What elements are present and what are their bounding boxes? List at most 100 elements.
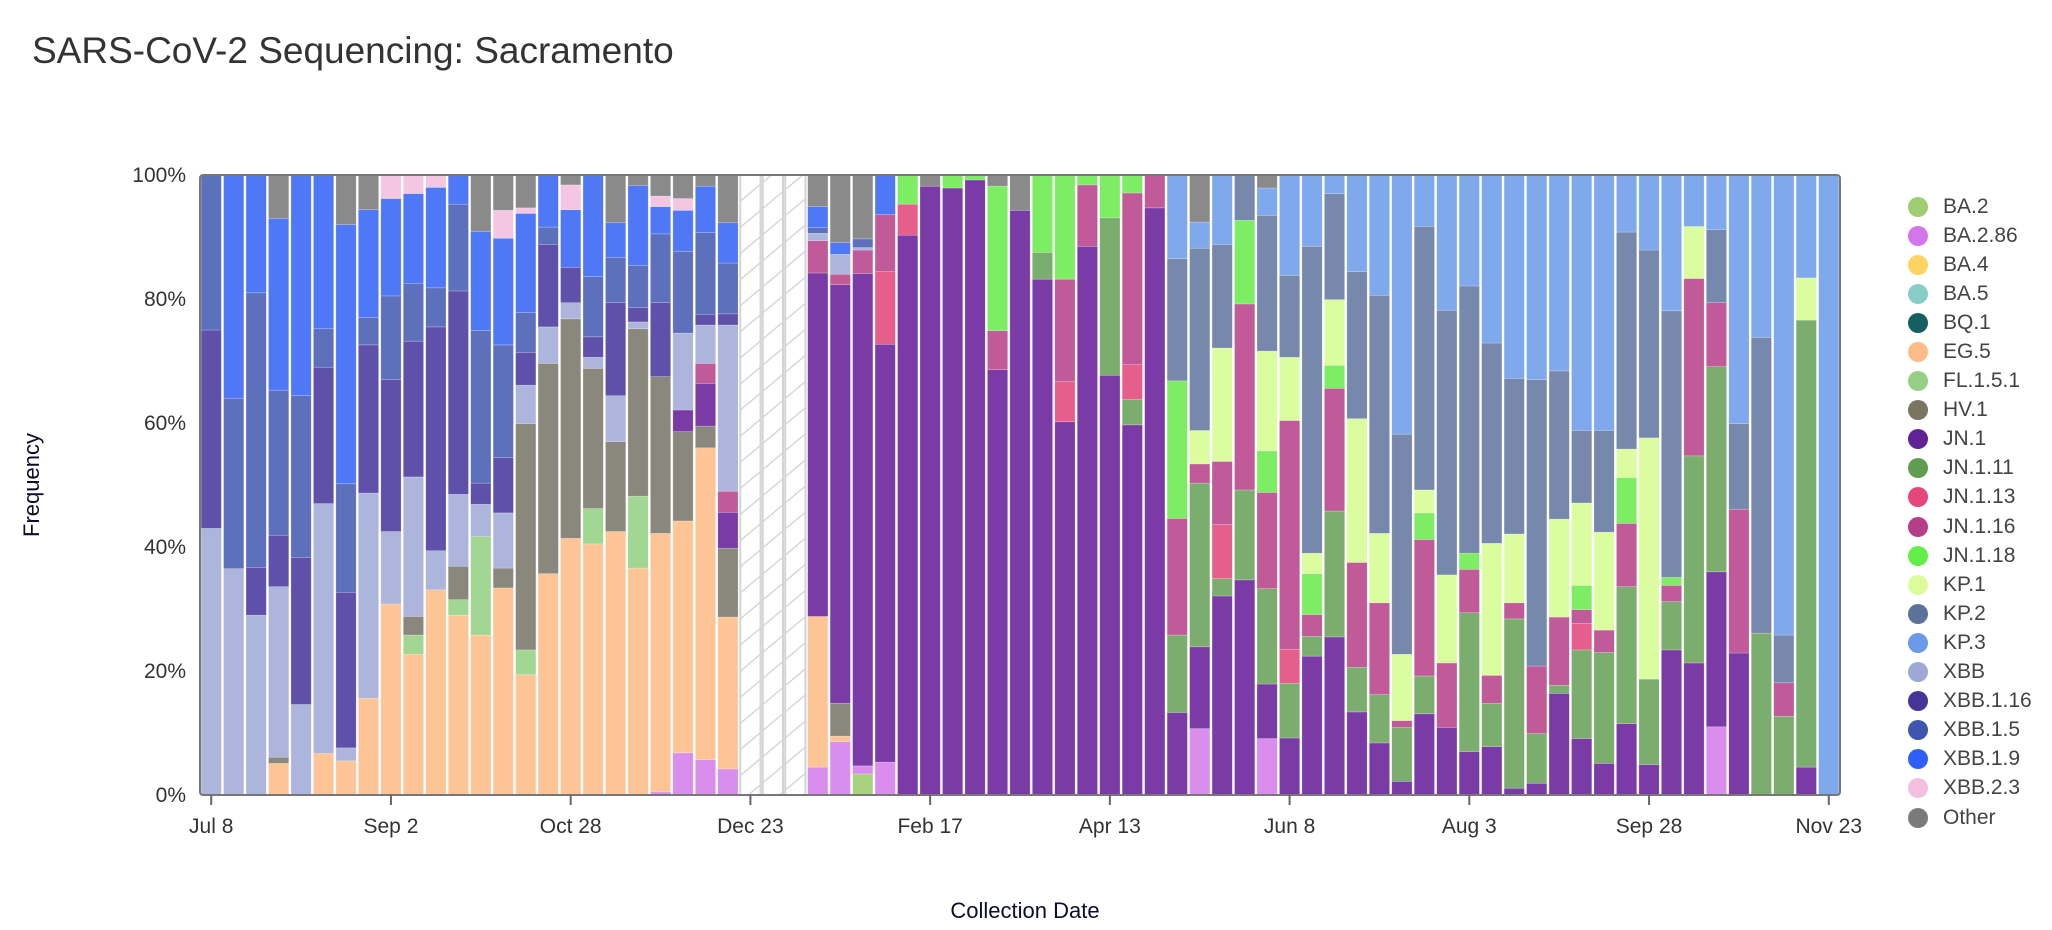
legend-item[interactable]: EG.5 <box>1908 337 2032 366</box>
bar-segment-xbb-1-5[interactable] <box>402 283 424 342</box>
bar-segment-hv-1[interactable] <box>447 565 469 600</box>
bar-segment-xbb-1-9[interactable] <box>425 187 447 289</box>
bar-segment-hv-1[interactable] <box>268 756 290 764</box>
bar-segment-jn-1-16[interactable] <box>1391 720 1413 728</box>
bar-segment-ba-2-86[interactable] <box>695 759 716 796</box>
bar-segment-jn-1-18[interactable] <box>1032 174 1053 253</box>
bar-segment-xbb[interactable] <box>425 550 447 591</box>
bar-segment-kp-2[interactable] <box>1593 430 1615 533</box>
bar-segment-kp-2[interactable] <box>1481 342 1503 544</box>
bar-segment-kp-2[interactable] <box>1616 231 1638 450</box>
bar-segment-xbb-1-16[interactable] <box>358 344 379 494</box>
bar-segment-jn-1-16[interactable] <box>1616 523 1638 587</box>
legend-item[interactable]: JN.1.13 <box>1908 483 2032 512</box>
bar-segment-jn-1[interactable] <box>1009 210 1031 796</box>
bar-segment-xbb-1-9[interactable] <box>223 174 245 399</box>
bar-segment-kp-3[interactable] <box>1728 174 1750 424</box>
bar-segment-xbb-1-5[interactable] <box>335 483 357 593</box>
bar-segment-kp-1[interactable] <box>1638 437 1660 680</box>
bar-segment-jn-1-11[interactable] <box>1211 578 1233 597</box>
bar-segment-xbb-1-5[interactable] <box>807 227 829 234</box>
bar-segment-kp-3[interactable] <box>1593 174 1615 431</box>
bar-segment-jn-1-11[interactable] <box>1683 455 1705 664</box>
bar-segment-xbb-1-9[interactable] <box>380 198 402 297</box>
bar-segment-jn-1-16[interactable] <box>1166 518 1188 636</box>
bar-segment-jn-1-13[interactable] <box>1571 622 1593 651</box>
bar-segment-xbb[interactable] <box>290 704 312 796</box>
bar-segment-jn-1[interactable] <box>942 187 964 796</box>
bar-segment-jn-1[interactable] <box>919 185 941 796</box>
bar-segment-xbb[interactable] <box>223 568 245 796</box>
bar-segment-kp-2[interactable] <box>1773 634 1795 684</box>
bar-segment-other[interactable] <box>358 174 379 211</box>
bar-segment-kp-1[interactable] <box>1503 533 1525 604</box>
bar-segment-xbb[interactable] <box>313 503 334 754</box>
bar-segment-kp-3[interactable] <box>1503 174 1525 379</box>
bar-segment-kp-3[interactable] <box>1256 187 1278 216</box>
bar-segment-eg-5[interactable] <box>717 616 739 770</box>
bar-segment-jn-1[interactable] <box>717 511 739 549</box>
bar-segment-xbb-1-9[interactable] <box>515 213 537 313</box>
bar-segment-jn-1[interactable] <box>1166 712 1188 796</box>
bar-segment-jn-1[interactable] <box>695 383 716 427</box>
bar-segment-jn-1-16[interactable] <box>1706 302 1727 367</box>
bar-segment-eg-5[interactable] <box>447 614 469 796</box>
bar-segment-jn-1-11[interactable] <box>1503 618 1525 789</box>
bar-segment-fl-1-5-1[interactable] <box>582 508 604 545</box>
bar-segment-jn-1-16[interactable] <box>1121 192 1143 366</box>
bar-segment-eg-5[interactable] <box>582 543 604 796</box>
bar-segment-xbb-1-9[interactable] <box>560 209 582 268</box>
bar-segment-xbb[interactable] <box>470 503 492 537</box>
bar-segment-jn-1-13[interactable] <box>1211 524 1233 579</box>
bar-segment-jn-1[interactable] <box>807 272 829 617</box>
bar-segment-jn-1-16[interactable] <box>1211 461 1233 525</box>
bar-segment-kp-2[interactable] <box>1234 174 1256 221</box>
bar-segment-jn-1-16[interactable] <box>1661 585 1682 602</box>
bar-segment-eg-5[interactable] <box>627 567 649 796</box>
bar-segment-xbb-1-16[interactable] <box>402 340 424 478</box>
bar-segment-jn-1-11[interactable] <box>1593 652 1615 764</box>
bar-segment-kp-3[interactable] <box>1571 174 1593 431</box>
bar-segment-kp-1[interactable] <box>1301 552 1323 574</box>
bar-segment-jn-1-11[interactable] <box>1189 482 1211 648</box>
bar-segment-kp-3[interactable] <box>1189 221 1211 249</box>
bar-segment-xbb-1-5[interactable] <box>605 257 627 304</box>
legend-item[interactable]: JN.1.18 <box>1908 541 2032 570</box>
bar-segment-xbb-1-5[interactable] <box>537 226 559 245</box>
bar-segment-xbb-1-5[interactable] <box>470 330 492 484</box>
bar-segment-jn-1[interactable] <box>1503 787 1525 796</box>
bar-segment-other[interactable] <box>987 174 1008 187</box>
bar-segment-jn-1-18[interactable] <box>1121 174 1143 194</box>
bar-segment-eg-5[interactable] <box>537 573 559 796</box>
bar-segment-jn-1[interactable] <box>1054 421 1076 796</box>
legend-item[interactable]: XBB.2.3 <box>1908 774 2032 803</box>
bar-segment-xbb[interactable] <box>358 492 379 699</box>
bar-segment-jn-1[interactable] <box>1593 763 1615 796</box>
bar-segment-xbb-1-5[interactable] <box>650 233 671 304</box>
bar-segment-jn-1-16[interactable] <box>829 273 851 286</box>
bar-segment-jn-1-16[interactable] <box>1324 387 1345 512</box>
bar-segment-xbb[interactable] <box>380 531 402 605</box>
bar-segment-kp-3[interactable] <box>1638 174 1660 251</box>
bar-segment-jn-1-16[interactable] <box>874 214 896 273</box>
bar-segment-jn-1-11[interactable] <box>1234 489 1256 581</box>
bar-segment-other[interactable] <box>695 174 716 187</box>
bar-segment-xbb-1-9[interactable] <box>717 222 739 264</box>
bar-segment-xbb[interactable] <box>717 324 739 492</box>
bar-segment-kp-2[interactable] <box>1638 249 1660 439</box>
bar-segment-jn-1-11[interactable] <box>1773 715 1795 796</box>
legend-item[interactable]: XBB <box>1908 658 2032 687</box>
bar-segment-other[interactable] <box>1009 174 1031 211</box>
bar-segment-kp-3[interactable] <box>1166 174 1188 259</box>
bar-segment-jn-1-11[interactable] <box>1661 601 1682 651</box>
bar-segment-eg-5[interactable] <box>335 760 357 796</box>
bar-segment-other[interactable] <box>807 174 829 207</box>
bar-segment-xbb-1-9[interactable] <box>492 237 514 346</box>
bar-segment-xbb-1-16[interactable] <box>425 326 447 552</box>
bar-segment-kp-2[interactable] <box>1436 309 1458 576</box>
bar-segment-xbb-2-3[interactable] <box>650 195 671 207</box>
bar-segment-eg-5[interactable] <box>402 653 424 796</box>
bar-segment-kp-2[interactable] <box>1548 370 1570 520</box>
bar-segment-other[interactable] <box>268 174 290 219</box>
bar-segment-jn-1[interactable] <box>1279 737 1301 796</box>
